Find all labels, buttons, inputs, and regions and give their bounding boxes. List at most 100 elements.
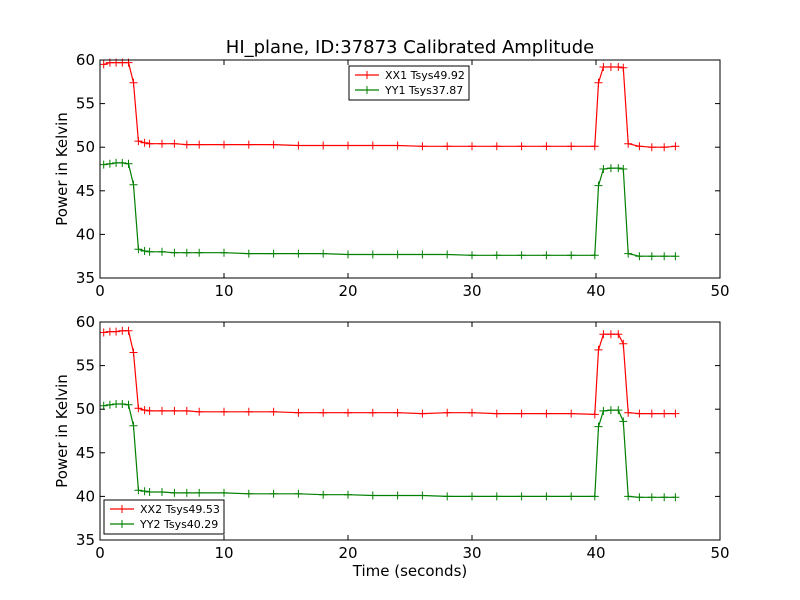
data-point — [624, 492, 633, 501]
data-point — [647, 143, 656, 152]
legend-box — [348, 65, 470, 101]
data-point — [393, 408, 402, 417]
data-point — [606, 164, 615, 173]
x-tick-label: 40 — [586, 282, 605, 300]
data-point — [344, 490, 352, 499]
data-point — [660, 493, 669, 502]
data-point — [624, 408, 633, 417]
data-point — [182, 140, 191, 149]
data-point — [294, 489, 303, 498]
data-point — [517, 142, 526, 151]
data-point — [140, 487, 149, 496]
data-point — [134, 404, 143, 413]
data-point — [443, 142, 452, 151]
data-point — [158, 488, 166, 496]
y-tick-label: 40 — [76, 487, 95, 505]
legend-label: YY1 Tsys37.87 — [384, 84, 463, 97]
data-point — [124, 400, 133, 409]
data-point — [619, 63, 628, 72]
legend-marker — [363, 71, 371, 79]
data-point — [443, 250, 452, 259]
data-point — [140, 138, 149, 147]
data-point — [195, 140, 204, 149]
data-point — [542, 142, 551, 151]
data-point — [294, 141, 303, 150]
data-point — [599, 330, 608, 339]
x-tick-label: 10 — [214, 544, 233, 562]
data-point — [671, 409, 680, 418]
x-tick-label: 50 — [710, 282, 729, 300]
data-point — [170, 488, 179, 497]
data-point — [542, 492, 551, 501]
legend-marker — [363, 86, 371, 94]
data-point — [158, 139, 166, 148]
legend: XX1 Tsys49.92 YY1 Tsys37.87 — [348, 65, 470, 101]
data-point — [606, 406, 615, 415]
data-point — [635, 493, 644, 502]
data-point — [140, 247, 149, 255]
data-point — [393, 141, 402, 150]
data-point — [145, 488, 154, 496]
data-point — [344, 141, 352, 150]
data-point — [660, 252, 669, 261]
data-point — [129, 78, 138, 87]
data-point — [619, 417, 628, 426]
data-point — [118, 400, 127, 408]
data-point — [594, 345, 603, 354]
data-point — [244, 489, 253, 498]
data-point — [594, 422, 603, 431]
y-tick-label: 40 — [76, 225, 95, 243]
data-point — [635, 409, 644, 418]
bottom-panel: 0 10 20 30 40 50 35 40 45 50 55 60 Power in Kelvin XX… — [53, 313, 730, 562]
data-point — [134, 486, 143, 495]
data-point — [129, 180, 138, 189]
data-point — [614, 164, 623, 173]
data-point — [671, 493, 680, 502]
data-point — [660, 143, 669, 152]
data-point — [99, 60, 108, 69]
legend-label: XX1 Tsys49.92 — [385, 69, 465, 82]
y-tick-label: 50 — [76, 138, 95, 156]
data-point — [614, 63, 623, 71]
data-point — [443, 492, 452, 501]
data-point — [542, 251, 551, 260]
series-line-1 — [103, 330, 676, 416]
data-point — [105, 159, 114, 168]
data-point — [418, 250, 427, 259]
data-point — [145, 247, 154, 256]
x-tick-label: 50 — [710, 544, 729, 562]
data-point — [635, 252, 644, 261]
data-point — [619, 339, 628, 348]
data-point — [590, 492, 599, 501]
data-point — [182, 488, 191, 497]
data-point — [614, 330, 623, 339]
legend-label: YY2 Tsys40.29 — [139, 518, 218, 531]
y-tick-label: 55 — [76, 357, 95, 375]
y-tick-label: 45 — [76, 182, 95, 200]
data-point — [344, 408, 352, 417]
data-point — [269, 407, 278, 416]
data-point — [319, 408, 328, 417]
y-tick-label: 35 — [76, 269, 95, 287]
data-point — [635, 142, 644, 151]
data-point — [269, 489, 278, 498]
data-point — [517, 251, 526, 260]
series-line-2 — [103, 162, 676, 257]
data-point — [517, 492, 526, 501]
data-point — [99, 160, 108, 169]
y-tick-label: 45 — [76, 444, 95, 462]
data-point — [118, 158, 127, 167]
data-point — [319, 490, 328, 499]
data-point — [99, 401, 108, 410]
data-point — [244, 407, 253, 416]
data-point — [567, 492, 576, 501]
data-point — [145, 139, 154, 148]
data-point — [393, 491, 402, 500]
data-point — [134, 245, 143, 254]
data-point — [517, 409, 526, 418]
data-point — [368, 408, 377, 417]
x-tick-label: 20 — [338, 544, 357, 562]
y-tick-label: 35 — [76, 531, 95, 549]
data-point — [134, 137, 143, 146]
